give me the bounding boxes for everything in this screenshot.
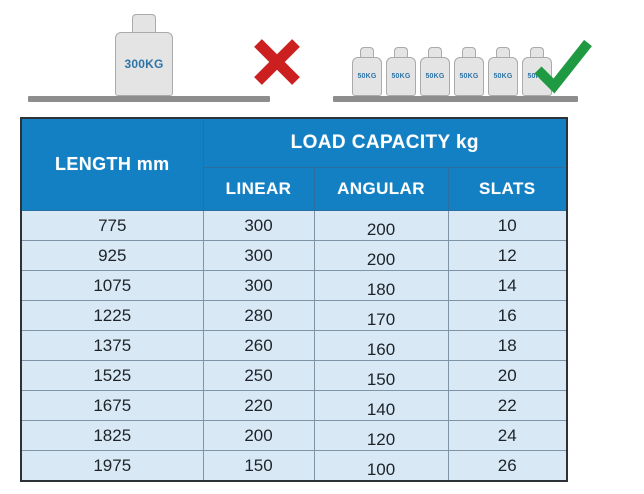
- weight-handle: [394, 47, 408, 59]
- weight-label-50kg: 50KG: [391, 73, 411, 80]
- cell-linear: 150: [202, 450, 315, 482]
- weight-50kg-4: 50KG: [454, 47, 484, 96]
- cell-linear: 220: [202, 390, 315, 421]
- weight-label-50kg: 50KG: [425, 73, 445, 80]
- load-capacity-table: LENGTH mm LOAD CAPACITY kg LINEAR ANGULA…: [20, 117, 569, 482]
- weight-handle: [462, 47, 476, 59]
- table-row: 1375 260 160 18: [20, 330, 568, 361]
- cell-angular: 100: [313, 450, 449, 482]
- check-icon: [534, 40, 592, 94]
- table-row: 925 300 200 12: [20, 240, 568, 271]
- cell-angular: 180: [313, 270, 449, 301]
- column-header-linear: LINEAR: [202, 167, 315, 211]
- cell-linear: 300: [202, 240, 315, 271]
- weight-body: 50KG: [420, 57, 450, 96]
- cell-angular: 200: [313, 210, 449, 241]
- weight-50kg-5: 50KG: [488, 47, 518, 96]
- weight-body: 50KG: [488, 57, 518, 96]
- cell-linear: 200: [202, 420, 315, 451]
- weight-body: 50KG: [386, 57, 416, 96]
- weight-handle: [530, 47, 544, 59]
- ground-bar-left: [28, 96, 270, 102]
- cell-slats: 26: [447, 450, 568, 482]
- cell-angular: 140: [313, 390, 449, 421]
- table-row: 1075 300 180 14: [20, 270, 568, 301]
- weight-label-50kg: 50KG: [357, 73, 377, 80]
- table-row: 1225 280 170 16: [20, 300, 568, 331]
- weight-50kg-3: 50KG: [420, 47, 450, 96]
- weight-handle: [496, 47, 510, 59]
- cell-slats: 14: [447, 270, 568, 301]
- weight-50kg-2: 50KG: [386, 47, 416, 96]
- weight-300kg: 300KG: [115, 14, 173, 96]
- cell-linear: 260: [202, 330, 315, 361]
- weight-body: 300KG: [115, 32, 173, 96]
- cell-length: 775: [20, 210, 204, 241]
- table-row: 1975 150 100 26: [20, 450, 568, 482]
- cell-angular: 170: [313, 300, 449, 331]
- cell-angular: 200: [313, 240, 449, 271]
- weight-50kg-1: 50KG: [352, 47, 382, 96]
- table-header-row-1: LENGTH mm LOAD CAPACITY kg: [20, 117, 568, 211]
- cell-angular: 160: [313, 330, 449, 361]
- weight-label-50kg: 50KG: [459, 73, 479, 80]
- table-row: 775 300 200 10: [20, 210, 568, 241]
- cell-angular: 150: [313, 360, 449, 391]
- column-header-load-capacity: LOAD CAPACITY kg: [202, 117, 568, 168]
- weight-body: 50KG: [352, 57, 382, 96]
- weight-label-50kg: 50KG: [493, 73, 513, 80]
- cell-length: 1075: [20, 270, 204, 301]
- column-header-length: LENGTH mm: [20, 117, 204, 211]
- cell-slats: 20: [447, 360, 568, 391]
- cross-icon: [254, 39, 300, 85]
- cell-linear: 300: [202, 210, 315, 241]
- cell-slats: 24: [447, 420, 568, 451]
- table-header-row-2: LINEAR ANGULAR SLATS: [21, 167, 568, 211]
- cell-slats: 22: [447, 390, 568, 421]
- table-body: 775 300 200 10 925 300 200 12 1075 300 1…: [20, 210, 568, 482]
- cell-linear: 280: [202, 300, 315, 331]
- cell-linear: 250: [202, 360, 315, 391]
- cell-linear: 300: [202, 270, 315, 301]
- cell-length: 1825: [20, 420, 204, 451]
- cell-length: 1525: [20, 360, 204, 391]
- cell-length: 1975: [20, 450, 204, 482]
- column-header-slats: SLATS: [447, 167, 568, 211]
- table-row: 1825 200 120 24: [20, 420, 568, 451]
- cell-length: 1675: [20, 390, 204, 421]
- weight-handle: [360, 47, 374, 59]
- column-header-angular: ANGULAR: [313, 167, 449, 211]
- table-row: 1525 250 150 20: [20, 360, 568, 391]
- cell-length: 1375: [20, 330, 204, 361]
- cell-slats: 10: [447, 210, 568, 241]
- cell-slats: 16: [447, 300, 568, 331]
- cell-length: 1225: [20, 300, 204, 331]
- table-header: LENGTH mm LOAD CAPACITY kg LINEAR ANGULA…: [20, 117, 568, 211]
- cell-length: 925: [20, 240, 204, 271]
- cell-slats: 12: [447, 240, 568, 271]
- weight-body: 50KG: [454, 57, 484, 96]
- weight-label-50kg: 50KG: [527, 73, 547, 80]
- weight-handle: [428, 47, 442, 59]
- table-row: 1675 220 140 22: [20, 390, 568, 421]
- load-distribution-illustration: 300KG 50KG 50KG 50KG 50KG 50KG: [0, 0, 644, 112]
- cell-angular: 120: [313, 420, 449, 451]
- ground-bar-right: [333, 96, 578, 102]
- weight-label-300kg: 300KG: [124, 57, 164, 71]
- cell-slats: 18: [447, 330, 568, 361]
- weight-handle: [132, 14, 156, 35]
